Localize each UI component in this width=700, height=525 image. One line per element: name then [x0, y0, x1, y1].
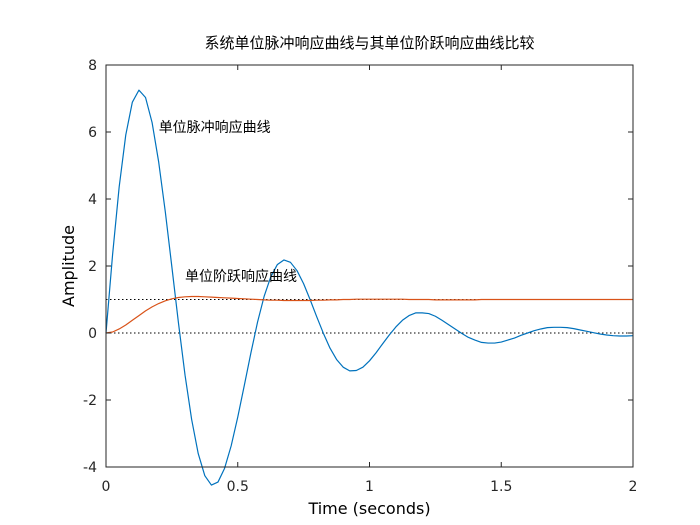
plot-area — [106, 65, 633, 467]
y-tick-label: 8 — [88, 58, 97, 74]
y-tick-label: 0 — [88, 326, 97, 342]
y-tick-label: 2 — [88, 259, 97, 275]
chart-title: 系统单位脉冲响应曲线与其单位阶跃响应曲线比较 — [204, 34, 534, 52]
tick-marks — [105, 64, 634, 468]
x-axis-title: Time (seconds) — [307, 499, 430, 518]
y-tick-label: -2 — [83, 393, 97, 409]
y-tick-label: 6 — [88, 125, 97, 141]
annotation-0: 单位脉冲响应曲线 — [159, 119, 271, 136]
x-tick-label: 0 — [102, 479, 111, 495]
x-tick-label: 2 — [629, 479, 638, 495]
series-line-1 — [105, 89, 634, 486]
y-tick-label: 4 — [88, 192, 97, 208]
y-tick-labels: -4 -2 0 2 4 6 8 — [83, 58, 97, 476]
annotation-1: 单位阶跃响应曲线 — [185, 268, 297, 285]
y-tick-label: -4 — [83, 460, 97, 476]
x-tick-labels: 0 0.5 1 1.5 2 — [102, 479, 638, 495]
y-axis-title: Amplitude — [59, 225, 78, 307]
series-line-2 — [105, 295, 633, 334]
x-tick-label: 0.5 — [227, 479, 249, 495]
x-tick-label: 1 — [365, 479, 374, 495]
series-layer — [105, 89, 634, 486]
x-tick-label: 1.5 — [490, 479, 512, 495]
